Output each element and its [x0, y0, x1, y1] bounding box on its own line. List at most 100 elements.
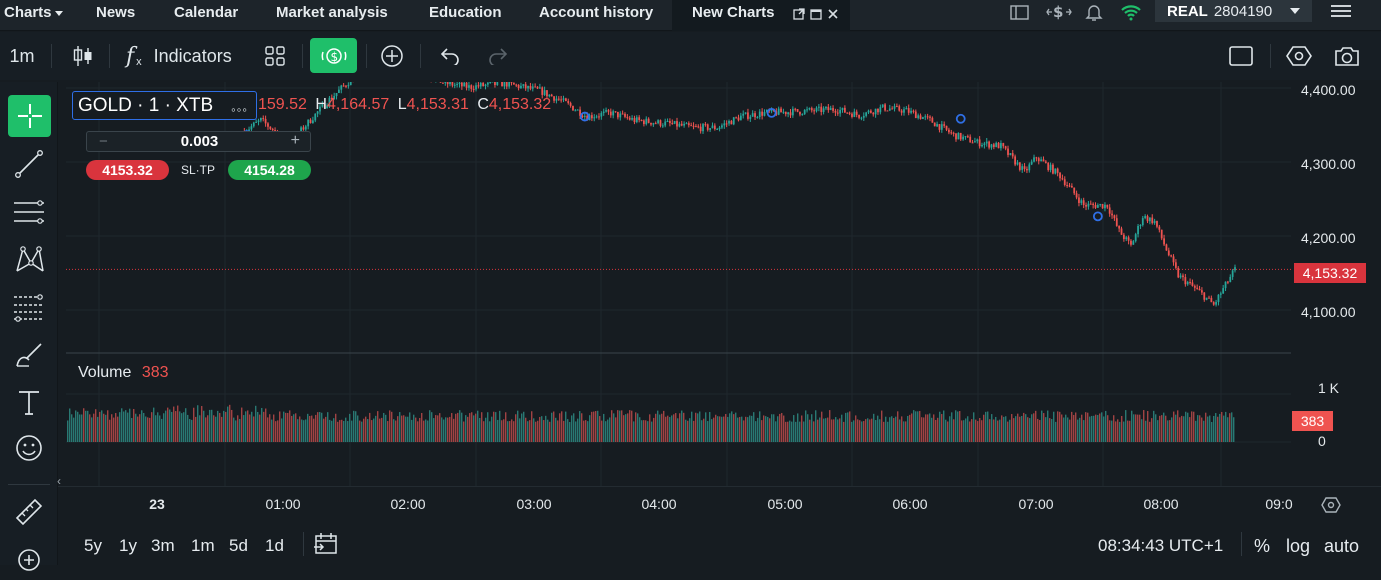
- volume-bar: [1001, 415, 1002, 442]
- quick-trade-button[interactable]: $: [310, 38, 357, 73]
- volume-bar: [1229, 413, 1230, 442]
- emoji-icon[interactable]: [6, 428, 52, 468]
- range-button-1y[interactable]: 1y: [119, 536, 137, 556]
- percent-scale-toggle[interactable]: %: [1254, 536, 1270, 557]
- volume-bar: [235, 420, 236, 442]
- volume-bar: [289, 410, 290, 442]
- volume-bar: [309, 416, 310, 442]
- detach-icon[interactable]: [792, 7, 806, 21]
- range-button-5y[interactable]: 5y: [84, 536, 102, 556]
- sl-tp-label[interactable]: SL·TP: [181, 163, 215, 177]
- tab-account-history[interactable]: Account history: [539, 0, 669, 31]
- auto-scale-toggle[interactable]: auto: [1324, 536, 1359, 557]
- volume-bar: [95, 409, 96, 442]
- tab-education[interactable]: Education: [429, 0, 519, 31]
- candle-body: [513, 83, 515, 85]
- price-chart[interactable]: GOLD · 1 · XTB ◦◦◦ 159.52 H4,164.57 L4,1…: [66, 82, 1291, 486]
- notification-bell-icon[interactable]: [1083, 1, 1105, 23]
- log-scale-toggle[interactable]: log: [1286, 536, 1310, 557]
- candle-body: [820, 107, 822, 112]
- volume-bar: [679, 413, 680, 442]
- account-selector[interactable]: REAL 2804190: [1155, 0, 1312, 22]
- candle-body: [667, 121, 669, 122]
- volume-bar: [727, 417, 728, 442]
- volume-value[interactable]: 0.003: [87, 133, 312, 150]
- increase-icon[interactable]: +: [291, 132, 300, 150]
- volume-bar: [123, 411, 124, 442]
- crosshair-tool[interactable]: [8, 95, 51, 137]
- brush-tool[interactable]: [6, 335, 52, 375]
- volume-bar: [565, 412, 566, 442]
- volume-bar: [877, 416, 878, 442]
- close-icon[interactable]: [826, 7, 840, 21]
- tab-new-charts[interactable]: New Charts: [672, 0, 850, 31]
- ruler-tool[interactable]: [6, 492, 52, 532]
- volume-bar: [1181, 416, 1182, 442]
- candle-body: [986, 142, 988, 144]
- volume-bar: [723, 417, 724, 442]
- add-plus-icon[interactable]: [378, 42, 406, 70]
- interval-selector[interactable]: 1m: [4, 42, 40, 70]
- candle-body: [468, 85, 470, 88]
- sell-button[interactable]: 4153.32: [86, 160, 169, 180]
- volume-bar: [861, 421, 862, 442]
- candle-body: [1149, 218, 1151, 222]
- range-button-1m[interactable]: 1m: [191, 536, 215, 556]
- volume-bar: [973, 412, 974, 442]
- candle-body: [745, 112, 747, 113]
- zoom-in-icon[interactable]: [6, 540, 52, 580]
- axis-settings-icon[interactable]: [1320, 494, 1342, 516]
- volume-bar: [1043, 413, 1044, 442]
- camera-icon[interactable]: [1331, 42, 1363, 70]
- buy-button[interactable]: 4154.28: [228, 160, 311, 180]
- tab-calendar[interactable]: Calendar: [174, 0, 254, 31]
- text-tool[interactable]: [6, 382, 52, 422]
- pattern-tool[interactable]: [6, 240, 52, 280]
- candle-body: [577, 110, 579, 111]
- clock[interactable]: 08:34:43 UTC+1: [1098, 536, 1223, 556]
- fullscreen-icon[interactable]: [1226, 42, 1256, 70]
- candle-body: [1140, 225, 1142, 226]
- volume-bar: [397, 416, 398, 442]
- volume-bar: [1183, 416, 1184, 442]
- price-axis[interactable]: 4,400.00 4,300.00 4,200.00 4,100.00 4,15…: [1291, 82, 1381, 486]
- candle-body: [307, 120, 309, 127]
- hamburger-menu-icon[interactable]: [1328, 1, 1354, 21]
- volume-bar: [493, 412, 494, 442]
- currency-icon[interactable]: $: [1044, 1, 1074, 23]
- volume-bar: [527, 421, 528, 442]
- range-button-3m[interactable]: 3m: [151, 536, 175, 556]
- redo-icon[interactable]: [485, 42, 511, 70]
- function-icon: f: [126, 44, 134, 69]
- horizontal-lines-tool[interactable]: [6, 192, 52, 232]
- candle-body: [1038, 158, 1040, 161]
- fibonacci-tool[interactable]: [6, 287, 52, 327]
- tab-market-analysis[interactable]: Market analysis: [276, 0, 406, 31]
- settings-hexagon-icon[interactable]: [1284, 42, 1314, 70]
- symbol-label[interactable]: GOLD · 1 · XTB ◦◦◦: [72, 91, 257, 120]
- volume-bar: [429, 410, 430, 442]
- trend-line-tool[interactable]: [6, 144, 52, 184]
- maximize-icon[interactable]: [809, 7, 823, 21]
- volume-stepper[interactable]: − 0.003 +: [86, 131, 311, 152]
- volume-bar: [849, 411, 850, 442]
- date-range-icon[interactable]: [312, 530, 340, 558]
- account-number: 2804190: [1214, 3, 1272, 20]
- candle-body: [1069, 186, 1071, 187]
- candle-body: [839, 110, 841, 113]
- indicators-button[interactable]: f x Indicators: [126, 40, 246, 72]
- templates-grid-icon[interactable]: [260, 42, 290, 70]
- range-button-5d[interactable]: 5d: [229, 536, 248, 556]
- candlestick-type-icon[interactable]: [66, 42, 100, 70]
- tab-charts[interactable]: Charts: [4, 0, 74, 31]
- candle-body: [813, 110, 815, 111]
- undo-icon[interactable]: [437, 42, 463, 70]
- range-button-1d[interactable]: 1d: [265, 536, 284, 556]
- more-options-icon[interactable]: ◦◦◦: [231, 102, 248, 117]
- candle-body: [582, 116, 584, 117]
- tab-news[interactable]: News: [96, 0, 156, 31]
- layout-icon[interactable]: [1008, 2, 1032, 24]
- volume-bar: [785, 422, 786, 442]
- candle-body: [1189, 282, 1191, 283]
